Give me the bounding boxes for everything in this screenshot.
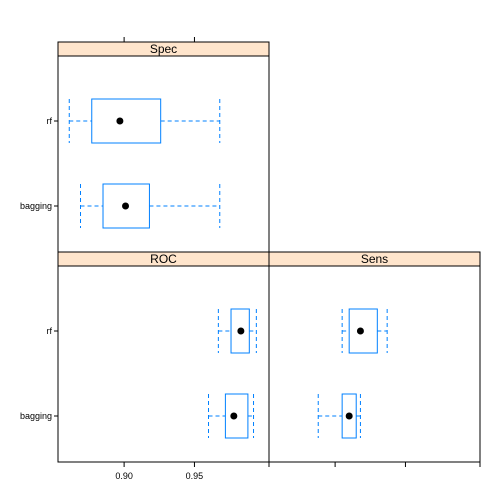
box-rf [68,98,221,144]
box-bagging [208,393,255,439]
iqr-box [348,308,378,354]
panel-frame [57,265,270,463]
x-tick-label: 0.90 [115,471,133,481]
iqr-box [91,98,162,144]
panel-spec: Spec rf bagging [20,37,270,253]
y-tick-label: rf [47,326,53,336]
y-tick-label: bagging [20,201,52,211]
panel-frame [268,265,481,463]
median-dot [237,327,245,335]
iqr-box [341,393,357,439]
median-dot [116,117,124,125]
panel-roc: ROC rf bagging 0.90 0.95 [20,251,270,481]
box-bagging [317,393,361,439]
iqr-box [230,308,250,354]
y-tick-label: bagging [20,411,52,421]
median-dot [230,412,238,420]
y-tick-label: rf [47,116,53,126]
strip-label: Spec [150,42,177,56]
iqr-box [224,393,249,439]
panel-frame [57,55,270,253]
strip-label: Sens [361,252,388,266]
box-rf [341,308,388,354]
median-dot [356,327,364,335]
median-dot [122,202,130,210]
iqr-box [102,183,150,229]
x-tick-label: 0.95 [186,471,204,481]
panel-sens: Sens [268,251,481,467]
median-dot [345,412,353,420]
box-bagging [80,183,221,229]
box-rf [217,308,257,354]
strip-label: ROC [150,252,177,266]
